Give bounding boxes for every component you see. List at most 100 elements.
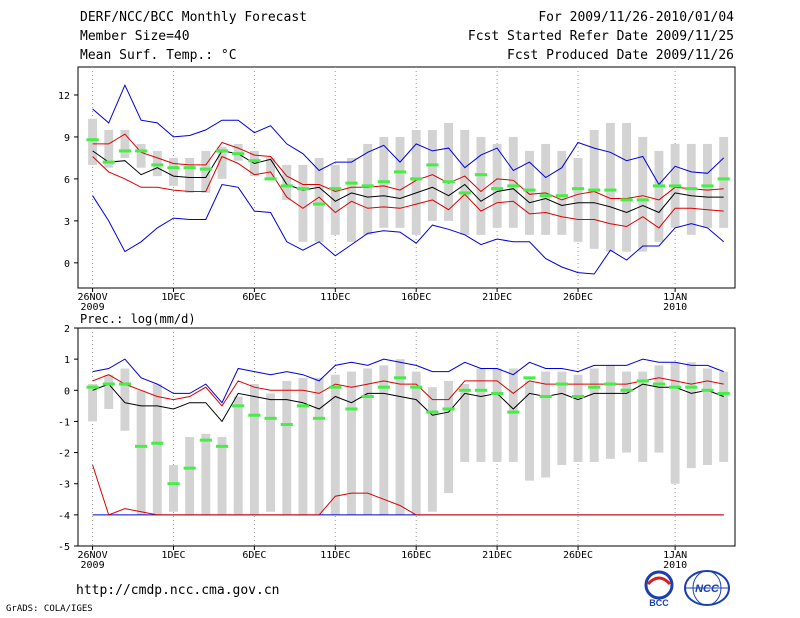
temp-box-28 — [541, 143, 551, 235]
precip-ytick-label-3: -2 — [58, 449, 70, 460]
precip-box-35 — [654, 365, 664, 453]
precip-xtick-label-1: 1DEC — [161, 550, 185, 561]
precip-box-0 — [88, 384, 98, 422]
precip-max-line — [92, 358, 724, 404]
bcc-logo-icon: BCC — [644, 570, 674, 608]
temp-plot-frame — [77, 66, 736, 289]
precip-median-marker-25 — [491, 391, 504, 395]
temp-xtick-label-7: 1JAN — [663, 292, 687, 303]
temp-box-16 — [347, 157, 356, 242]
forecast-start-date-label: Fcst Started Refer Date 2009/11/25 — [467, 29, 734, 44]
precip-box-30 — [573, 374, 583, 462]
temperature-variable-label: Mean Surf. Temp.: °C — [80, 48, 237, 63]
precip-panel-title: Prec.: log(mm/d) — [80, 312, 196, 326]
temp-median-marker-4 — [151, 163, 164, 167]
precip-median-marker-14 — [313, 416, 326, 420]
precip-box-20 — [411, 371, 421, 515]
temp-median-marker-28 — [539, 194, 552, 198]
temp-xtick-label-6: 26DEC — [563, 292, 593, 303]
precip-median-marker-9 — [232, 404, 245, 408]
precip-box-12 — [282, 380, 292, 515]
precip-median-marker-36 — [669, 385, 682, 389]
temp-median-marker-35 — [652, 184, 666, 188]
temp-median-marker-23 — [458, 191, 471, 195]
temp-ytick-label-1: 3 — [64, 217, 70, 228]
temp-median-marker-25 — [491, 187, 504, 191]
temp-median-marker-13 — [296, 187, 310, 191]
precip-median-marker-27 — [523, 376, 536, 380]
temp-box-30 — [573, 157, 583, 242]
precip-box-13 — [298, 377, 308, 515]
precip-xtick-sublabel-0: 2009 — [81, 560, 105, 571]
temp-median-marker-8 — [215, 149, 229, 153]
ncc-logo-icon: NCC — [684, 570, 730, 606]
precip-ytick-label-2: -3 — [58, 480, 70, 491]
precip-xtick-label-0: 26NOV — [78, 550, 108, 561]
precip-box-31 — [589, 368, 599, 462]
precip-median-marker-10 — [248, 413, 261, 417]
precip-median-marker-35 — [652, 382, 666, 386]
temp-median-marker-22 — [442, 180, 455, 184]
precip-median-marker-3 — [135, 444, 148, 448]
precip-mean-line — [92, 383, 724, 423]
precip-xtick-label-3: 11DEC — [320, 550, 350, 561]
precip-median-marker-24 — [474, 388, 488, 392]
temp-median-marker-3 — [135, 149, 148, 153]
precip-median-marker-23 — [458, 388, 471, 392]
temp-median-marker-18 — [377, 180, 390, 184]
precip-xtick-label-5: 21DEC — [482, 550, 512, 561]
temp-box-1 — [104, 129, 114, 168]
temp-ytick-label-4: 12 — [58, 91, 70, 102]
temp-box-19 — [395, 136, 405, 228]
precip-box-9 — [233, 396, 243, 515]
precip-xtick-label-2: 6DEC — [242, 550, 266, 561]
precip-box-6 — [185, 437, 195, 515]
temp-box-12 — [282, 164, 292, 200]
temp-box-35 — [654, 150, 664, 242]
temp-xtick-sublabel-7: 2010 — [663, 302, 687, 313]
temp-median-marker-9 — [232, 152, 245, 156]
precip-median-marker-13 — [296, 404, 310, 408]
precip-median-marker-29 — [555, 382, 568, 386]
temp-ytick-label-0: 0 — [64, 259, 70, 270]
precip-median-marker-0 — [86, 385, 99, 389]
precip-plot-frame — [77, 327, 736, 547]
temp-mean-line — [92, 150, 724, 214]
precip-median-marker-19 — [393, 376, 407, 380]
temp-median-marker-34 — [636, 198, 649, 202]
precip-upper-line — [92, 374, 724, 407]
bcc-logo-text: BCC — [649, 598, 669, 608]
temp-median-marker-7 — [199, 167, 212, 171]
precip-median-marker-39 — [717, 391, 730, 395]
temp-upper-line — [92, 133, 724, 201]
precip-box-18 — [379, 365, 389, 515]
temp-box-22 — [444, 122, 454, 221]
forecast-produced-date-label: Fcst Produced Date 2009/11/26 — [507, 48, 734, 63]
temp-median-marker-27 — [523, 188, 536, 192]
precip-median-marker-34 — [636, 379, 649, 383]
source-url[interactable]: http://cmdp.ncc.cma.gov.cn — [76, 583, 280, 598]
temp-box-23 — [460, 129, 470, 235]
temp-xtick-label-2: 6DEC — [242, 292, 266, 303]
grads-credit: GrADS: COLA/IGES — [6, 604, 93, 614]
precip-ytick-label-1: -4 — [58, 511, 70, 522]
precip-median-marker-5 — [167, 482, 180, 486]
temp-xtick-sublabel-0: 2009 — [81, 302, 105, 313]
temp-median-marker-6 — [183, 166, 196, 170]
precip-box-11 — [266, 393, 276, 512]
precip-box-23 — [460, 384, 470, 462]
precip-box-4 — [152, 384, 162, 515]
precip-box-27 — [525, 380, 534, 481]
precip-median-marker-1 — [102, 382, 115, 386]
precip-median-marker-31 — [588, 385, 601, 389]
precip-box-36 — [670, 362, 680, 484]
precip-box-16 — [347, 371, 356, 515]
temp-box-2 — [120, 129, 130, 158]
precip-xtick-label-7: 1JAN — [663, 550, 687, 561]
precip-median-marker-17 — [361, 395, 374, 399]
temp-ytick-label-3: 9 — [64, 133, 70, 144]
precip-box-32 — [605, 365, 615, 459]
temp-median-marker-16 — [345, 181, 358, 185]
temp-median-marker-1 — [102, 160, 115, 164]
